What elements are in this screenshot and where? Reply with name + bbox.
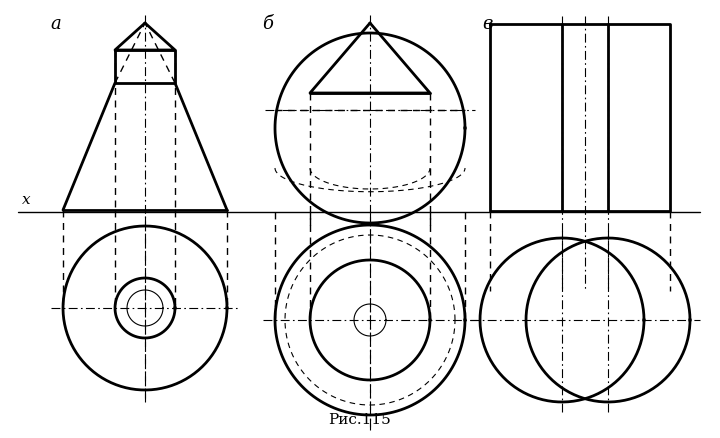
Text: x: x bbox=[22, 193, 31, 207]
Text: в: в bbox=[482, 15, 492, 33]
Text: а: а bbox=[50, 15, 60, 33]
Text: Рис.115: Рис.115 bbox=[328, 412, 392, 426]
Text: б: б bbox=[262, 15, 273, 33]
